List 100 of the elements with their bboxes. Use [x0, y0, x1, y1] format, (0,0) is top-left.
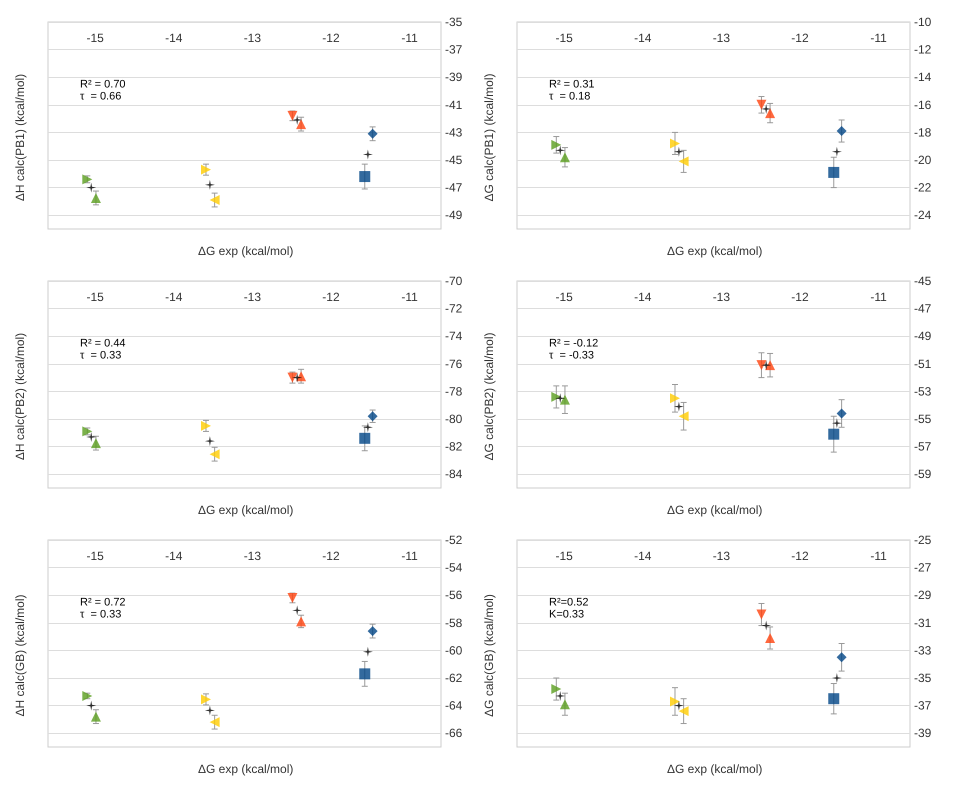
annotation: K=0.33 — [549, 608, 584, 620]
y-tick-label: -76 — [445, 356, 463, 371]
x-tick-label: -12 — [322, 31, 340, 45]
point — [292, 605, 302, 616]
point — [555, 690, 566, 701]
y-tick-label: -62 — [445, 671, 463, 685]
y-axis-title: ΔG calc(PB1) (kcal/mol) — [482, 73, 496, 202]
point — [560, 152, 570, 162]
point — [836, 652, 847, 662]
point — [756, 100, 766, 110]
y-axis-title: ΔH calc(PB1) (kcal/mol) — [13, 74, 27, 202]
x-tick-label: -11 — [870, 31, 888, 45]
point — [756, 360, 766, 370]
x-tick-label: -15 — [86, 290, 104, 304]
x-tick-label: -15 — [555, 549, 574, 563]
y-tick-label: -35 — [445, 15, 463, 29]
point — [368, 128, 378, 139]
x-tick-label: -15 — [555, 31, 574, 45]
x-tick-label: -13 — [712, 290, 730, 304]
x-tick-label: -14 — [634, 549, 652, 563]
point — [674, 700, 684, 711]
y-tick-label: -57 — [914, 440, 932, 454]
y-tick-label: -29 — [914, 588, 932, 602]
point — [670, 138, 680, 148]
y-tick-label: -25 — [914, 533, 932, 547]
y-tick-label: -45 — [445, 153, 463, 167]
point — [90, 438, 101, 448]
point — [86, 432, 96, 442]
x-axis-title: ΔG exp (kcal/mol) — [198, 762, 294, 776]
y-tick-label: -35 — [914, 671, 932, 685]
annotation: τ = -0.33 — [549, 350, 594, 362]
y-axis-title: ΔH calc(PB2) (kcal/mol) — [13, 332, 27, 460]
y-tick-label: -39 — [914, 726, 932, 740]
y-tick-label: -37 — [914, 698, 932, 713]
point — [678, 706, 689, 716]
y-tick-label: -55 — [914, 412, 932, 426]
point — [828, 693, 840, 704]
y-tick-label: -31 — [914, 616, 932, 630]
point — [761, 360, 772, 370]
point — [296, 119, 306, 130]
y-tick-label: -16 — [914, 98, 932, 112]
point — [765, 108, 776, 118]
point — [359, 432, 370, 444]
y-tick-label: -66 — [445, 726, 463, 740]
y-tick-label: -54 — [445, 560, 463, 575]
point — [90, 192, 101, 203]
x-axis-title: ΔG exp (kcal/mol) — [198, 503, 294, 517]
y-tick-label: -45 — [914, 274, 932, 288]
y-tick-label: -60 — [445, 643, 463, 658]
x-tick-label: -13 — [244, 31, 262, 45]
annotation: R² = -0.12 — [549, 338, 598, 350]
y-tick-label: -33 — [914, 643, 932, 658]
point — [362, 646, 373, 657]
x-axis-title: ΔG exp (kcal/mol) — [667, 503, 762, 517]
y-tick-label: -58 — [445, 616, 463, 630]
y-tick-label: -59 — [914, 467, 932, 482]
y-tick-label: -12 — [914, 42, 932, 57]
point — [836, 126, 847, 136]
point — [204, 180, 215, 190]
x-tick-label: -11 — [870, 290, 888, 304]
point — [359, 668, 370, 680]
x-tick-label: -13 — [712, 549, 730, 563]
point — [678, 411, 689, 422]
y-tick-label: -49 — [445, 208, 463, 222]
y-tick-label: -20 — [914, 153, 932, 167]
point — [362, 149, 373, 160]
y-tick-label: -80 — [445, 412, 463, 426]
point — [210, 717, 220, 728]
point — [204, 436, 215, 446]
y-tick-label: -43 — [445, 125, 463, 140]
y-tick-label: -64 — [445, 698, 463, 713]
y-tick-label: -78 — [445, 384, 463, 398]
x-tick-label: -11 — [401, 290, 418, 304]
y-axis-title: ΔG calc(PB2) (kcal/mol) — [482, 332, 496, 461]
x-tick-label: -12 — [791, 549, 809, 563]
y-tick-label: -74 — [445, 329, 463, 344]
y-axis-title: ΔG calc(GB) (kcal/mol) — [482, 594, 496, 717]
y-tick-label: -10 — [914, 15, 932, 29]
annotation: τ = 0.33 — [80, 350, 122, 362]
point — [761, 104, 772, 114]
x-tick-label: -12 — [791, 290, 809, 304]
point — [292, 372, 302, 383]
point — [560, 699, 570, 710]
point — [828, 166, 840, 178]
annotation: R² = 0.31 — [549, 78, 595, 90]
x-tick-label: -13 — [244, 290, 262, 304]
x-axis-title: ΔG exp (kcal/mol) — [667, 244, 762, 258]
point — [359, 171, 370, 182]
point — [292, 114, 302, 125]
point — [670, 393, 680, 404]
y-tick-label: -84 — [445, 467, 463, 482]
point — [86, 700, 96, 711]
x-tick-label: -14 — [165, 290, 183, 304]
x-tick-label: -15 — [555, 290, 574, 304]
x-axis-title: ΔG exp (kcal/mol) — [667, 762, 762, 776]
y-tick-label: -37 — [445, 42, 463, 57]
annotation: R² = 0.70 — [80, 78, 126, 90]
point — [90, 712, 101, 722]
point — [678, 156, 689, 166]
y-tick-label: -22 — [914, 180, 932, 195]
